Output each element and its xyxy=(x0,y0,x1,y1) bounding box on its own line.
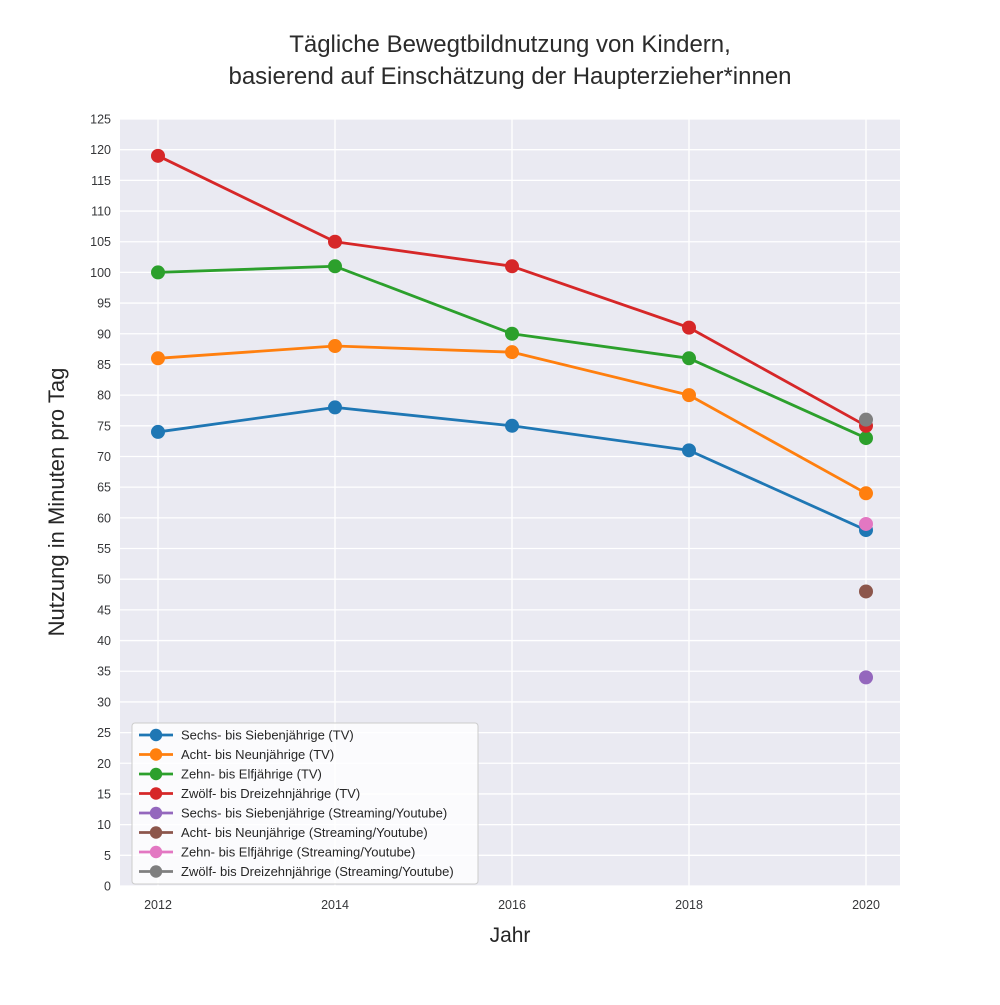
y-tick-label: 50 xyxy=(97,573,111,587)
x-tick-label: 2012 xyxy=(144,898,172,912)
data-point xyxy=(682,351,696,366)
legend-label: Acht- bis Neunjährige (TV) xyxy=(181,747,334,762)
y-tick-label: 115 xyxy=(91,174,111,188)
y-tick-label: 55 xyxy=(97,542,111,556)
data-point xyxy=(682,320,696,335)
y-axis-label: Nutzung in Minuten pro Tag xyxy=(44,368,69,637)
y-tick-label: 95 xyxy=(97,297,111,311)
legend-marker xyxy=(149,845,163,859)
y-tick-label: 90 xyxy=(97,327,111,341)
legend-item: Acht- bis Neunjährige (TV) xyxy=(139,747,334,762)
y-tick-label: 120 xyxy=(90,143,111,157)
axis-ticks: 0 5 10 15 20 25 30 35 40 45 50 55 60 65 70 75 80 85 90 95 10… xyxy=(90,113,880,913)
x-tick-label: 2016 xyxy=(498,898,526,912)
y-tick-label: 45 xyxy=(97,603,111,617)
legend-marker xyxy=(149,806,163,820)
series-1 xyxy=(151,339,873,501)
data-point xyxy=(328,259,342,274)
data-point xyxy=(859,670,873,685)
x-tick-label: 2018 xyxy=(675,898,703,912)
y-tick-label: 85 xyxy=(97,358,111,372)
legend-marker xyxy=(149,826,163,839)
y-tick-label: 75 xyxy=(97,419,111,433)
legend-label: Sechs- bis Siebenjährige (TV) xyxy=(181,728,354,743)
legend-label: Zehn- bis Elfjährige (Streaming/Youtube) xyxy=(181,845,415,860)
data-point xyxy=(328,400,342,415)
legend-item: Zwölf- bis Dreizehnjährige (TV) xyxy=(139,786,360,801)
series-2 xyxy=(151,259,873,446)
legend-label: Zwölf- bis Dreizehnjährige (TV) xyxy=(181,786,360,801)
data-point xyxy=(151,351,165,366)
y-tick-label: 105 xyxy=(90,235,111,249)
legend-item: Acht- bis Neunjährige (Streaming/Youtube… xyxy=(139,825,428,840)
y-tick-label: 110 xyxy=(91,205,111,219)
legend-item: Zwölf- bis Dreizehnjährige (Streaming/Yo… xyxy=(139,864,454,879)
chart-title-line1: Tägliche Bewegtbildnutzung von Kindern, xyxy=(289,31,731,58)
data-point xyxy=(859,431,873,446)
data-point xyxy=(682,443,696,458)
y-tick-label: 5 xyxy=(104,849,111,863)
y-tick-label: 80 xyxy=(97,389,111,403)
x-axis-label: Jahr xyxy=(490,924,531,947)
series-6 xyxy=(859,516,873,531)
data-series xyxy=(151,148,873,685)
data-point xyxy=(505,259,519,274)
y-tick-label: 30 xyxy=(97,695,111,709)
data-point xyxy=(859,516,873,531)
y-tick-label: 125 xyxy=(90,113,111,127)
data-point xyxy=(682,388,696,403)
legend-item: Sechs- bis Siebenjährige (TV) xyxy=(139,728,354,743)
data-point xyxy=(859,486,873,501)
x-tick-label: 2020 xyxy=(852,898,880,912)
chart-title-line2: basierend auf Einschätzung der Haupterzi… xyxy=(228,63,791,90)
series-7 xyxy=(859,412,873,427)
y-tick-label: 35 xyxy=(97,665,111,679)
y-tick-label: 15 xyxy=(97,787,111,801)
data-point xyxy=(151,265,165,280)
series-5 xyxy=(859,584,873,599)
legend-label: Sechs- bis Siebenjährige (Streaming/Yout… xyxy=(181,806,447,821)
legend-marker xyxy=(149,748,163,761)
legend-box xyxy=(131,722,479,885)
y-tick-label: 100 xyxy=(90,266,111,280)
data-point xyxy=(151,424,165,439)
data-point xyxy=(151,148,165,163)
x-tick-label: 2014 xyxy=(321,898,349,912)
legend-item: Sechs- bis Siebenjährige (Streaming/Yout… xyxy=(139,806,447,821)
data-point xyxy=(328,234,342,249)
legend-label: Zehn- bis Elfjährige (TV) xyxy=(181,767,322,782)
series-4 xyxy=(859,670,873,685)
y-tick-label: 70 xyxy=(97,450,111,464)
legend-marker xyxy=(149,787,163,800)
legend-marker xyxy=(149,767,163,781)
legend-label: Acht- bis Neunjährige (Streaming/Youtube… xyxy=(181,825,428,840)
y-tick-label: 20 xyxy=(97,757,111,771)
data-point xyxy=(859,584,873,599)
y-tick-label: 25 xyxy=(97,726,111,740)
legend-item: Zehn- bis Elfjährige (Streaming/Youtube) xyxy=(139,845,415,860)
y-tick-label: 60 xyxy=(97,511,111,525)
legend-marker xyxy=(149,728,163,742)
legend-item: Zehn- bis Elfjährige (TV) xyxy=(139,767,322,782)
data-point xyxy=(505,345,519,360)
y-tick-label: 65 xyxy=(97,481,111,495)
data-point xyxy=(859,412,873,427)
data-point xyxy=(328,339,342,354)
legend-marker xyxy=(149,865,163,878)
y-tick-label: 0 xyxy=(104,880,111,894)
data-point xyxy=(505,418,519,433)
y-tick-label: 40 xyxy=(97,634,111,648)
data-point xyxy=(505,326,519,341)
legend-label: Zwölf- bis Dreizehnjährige (Streaming/Yo… xyxy=(181,864,454,879)
legend: Sechs- bis Siebenjährige (TV) Acht- bis N… xyxy=(131,722,479,885)
y-tick-label: 10 xyxy=(97,818,111,832)
series-0 xyxy=(151,400,873,538)
